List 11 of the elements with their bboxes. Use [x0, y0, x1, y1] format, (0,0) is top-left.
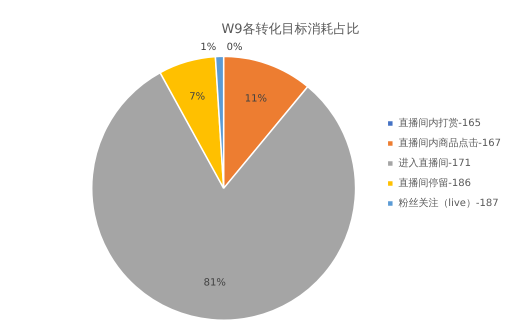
legend-label: 粉丝关注（live）-187 [398, 197, 499, 210]
chart-title: W9各转化目标消耗占比 [221, 22, 360, 38]
data-label: 1% [200, 42, 216, 54]
legend-label: 直播间内商品点击-167 [398, 137, 502, 150]
text: 0% [226, 42, 243, 53]
legend-label: 进入直播间-171 [398, 157, 472, 170]
legend-label: 直播间内打赏-165 [398, 117, 482, 130]
data-label: 11% [244, 94, 267, 105]
legend-label: 直播间停留-186 [398, 177, 472, 190]
data-label: 7% [189, 92, 206, 103]
data-label: 81% [204, 277, 226, 288]
